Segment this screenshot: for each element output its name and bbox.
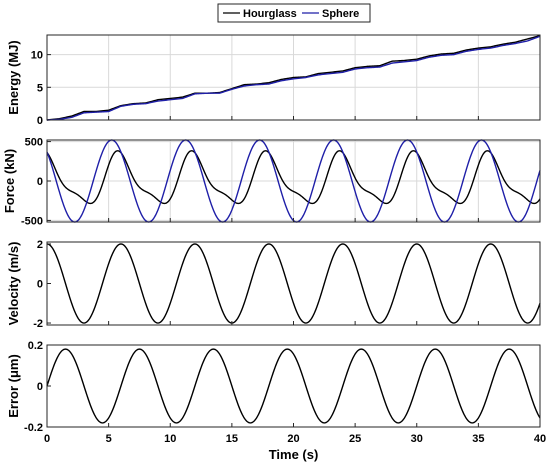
force-ytick-label-2: 500 — [25, 137, 43, 149]
error-xtick-label-6: 30 — [411, 433, 423, 445]
error-xtick-label-0: 0 — [44, 433, 50, 445]
energy-ytick-label-2: 10 — [31, 50, 43, 62]
velocity-panel: -2 0 2 Velocity (m/s) — [6, 239, 541, 330]
error-xtick-label-3: 15 — [226, 433, 238, 445]
energy-panel: 0 5 10 Energy (MJ) — [6, 34, 541, 127]
error-xtick-label-7: 35 — [472, 433, 484, 445]
error-xtick-label-1: 5 — [106, 433, 112, 445]
error-series — [46, 348, 541, 424]
error-xtick-label-8: 40 — [534, 433, 546, 445]
error-y-label: Error (μm) — [6, 354, 21, 418]
x-axis-label: Time (s) — [269, 447, 319, 462]
legend: Hourglass Sphere — [217, 3, 371, 23]
velocity-series — [46, 243, 541, 324]
energy-series — [46, 34, 541, 121]
error-xtick-label-2: 10 — [164, 433, 176, 445]
error-x-ticks: 0 5 10 15 20 25 30 35 40 — [44, 433, 546, 445]
energy-y-ticks: 0 5 10 — [31, 50, 541, 127]
legend-box — [217, 3, 371, 23]
legend-label-hourglass: Hourglass — [243, 8, 297, 20]
velocity-ytick-label-1: 0 — [37, 279, 43, 291]
force-y-ticks: -500 0 500 — [21, 137, 541, 227]
energy-ytick-label-0: 0 — [37, 115, 43, 127]
force-ytick-label-1: 0 — [37, 176, 43, 188]
legend-label-sphere: Sphere — [322, 8, 359, 20]
energy-y-label: Energy (MJ) — [6, 40, 21, 114]
error-series-hourglass — [46, 348, 541, 424]
force-series-hourglass — [46, 150, 541, 205]
error-ytick-label-2: 0.2 — [28, 340, 43, 352]
energy-series-sphere — [46, 35, 541, 121]
velocity-ytick-label-2: 2 — [37, 239, 43, 251]
energy-ytick-label-1: 5 — [37, 82, 43, 94]
error-panel: -0.200.2 0 5 10 15 20 25 30 35 40 Error (μm) Tim… — [6, 340, 546, 462]
velocity-y-label: Velocity (m/s) — [6, 242, 21, 326]
force-ytick-label-0: -500 — [21, 215, 43, 227]
error-xtick-label-5: 25 — [349, 433, 361, 445]
velocity-y-ticks: -2 0 2 — [33, 239, 541, 330]
force-panel: -500 0 500 Force (kN) — [2, 137, 541, 227]
velocity-series-hourglass — [46, 243, 541, 324]
velocity-axes-frame — [46, 241, 541, 326]
error-ytick-label-1: 0 — [37, 381, 43, 393]
error-y-ticks: -0.2 0 0.2 — [24, 340, 541, 434]
velocity-ytick-label-0: -2 — [33, 318, 43, 330]
error-ytick-label-0: -0.2 — [24, 422, 43, 434]
error-xtick-label-4: 20 — [287, 433, 299, 445]
force-y-label: Force (kN) — [2, 149, 17, 213]
